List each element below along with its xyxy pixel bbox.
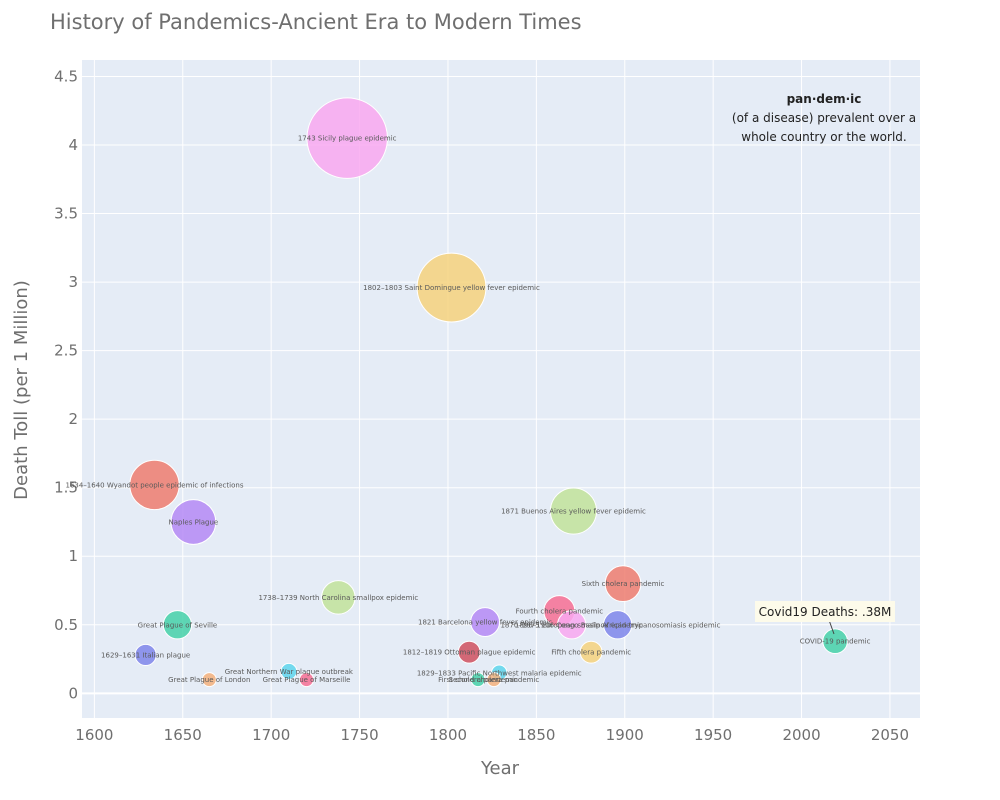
x-tick-label: 1900: [606, 726, 644, 744]
x-tick-label: 1850: [517, 726, 555, 744]
x-tick-label: 1650: [164, 726, 202, 744]
bubble[interactable]: [557, 610, 587, 640]
bubble-label: Great Plague of Seville: [138, 621, 218, 629]
y-tick-label: 2: [68, 410, 78, 428]
bubble[interactable]: [822, 628, 848, 655]
bubble-label: 1871 Buenos Aires yellow fever epidemic: [501, 508, 646, 516]
bubble-label: Naples Plague: [169, 518, 219, 526]
y-tick-label: 0.5: [54, 616, 78, 634]
y-axis-title: Death Toll (per 1 Million): [11, 280, 32, 500]
bubble-label: Fifth cholera pandemic: [551, 649, 631, 657]
bubble-label: Great Plague of Marseille: [263, 676, 351, 684]
bubble-label: 1743 Sicily plague epidemic: [298, 135, 397, 143]
bubble-label: Great Northern War plague outbreak: [225, 668, 354, 676]
bubble[interactable]: [457, 640, 481, 664]
covid-annotation-arrow: [828, 619, 835, 635]
bubble[interactable]: [470, 672, 486, 688]
bubble[interactable]: [416, 252, 487, 323]
bubble-label: 1896–1906 Congo Basin African trypanosom…: [515, 621, 721, 629]
bubble[interactable]: [306, 97, 388, 179]
bubble[interactable]: [603, 610, 633, 640]
bubble-label: COVID-19 pandemic: [800, 638, 871, 646]
definition-note: pan·dem·ic (of a disease) prevalent over…: [732, 92, 916, 144]
x-tick-label: 2050: [871, 726, 909, 744]
bubble-label: 1802–1803 Saint Domingue yellow fever ep…: [363, 284, 540, 292]
bubble[interactable]: [280, 662, 298, 680]
y-tick-label: 3.5: [54, 205, 78, 223]
bubble-label: Fourth cholera pandemic: [516, 608, 604, 616]
bubble-label: Sixth cholera pandemic: [582, 580, 665, 588]
bubble[interactable]: [129, 459, 180, 511]
note-line-2: whole country or the world.: [741, 130, 906, 144]
bubble-label: Great Plague of London: [168, 676, 250, 684]
chart-title: History of Pandemics-Ancient Era to Mode…: [50, 10, 582, 34]
y-tick-label: 1: [68, 547, 78, 565]
bubble[interactable]: [201, 672, 217, 688]
x-tick-label: 1750: [340, 726, 378, 744]
x-axis-title: Year: [480, 758, 520, 779]
y-tick-label: 4: [68, 136, 78, 154]
bubble[interactable]: [604, 565, 642, 603]
note-heading: pan·dem·ic: [787, 92, 862, 106]
bubble[interactable]: [170, 499, 217, 545]
axis-ticks: 1600 1650 1700 1750 1800 1850 1900 1950 2000 2050…: [54, 67, 909, 744]
bubble-label: 1634–1640 Wyandot people epidemic of inf…: [65, 481, 243, 489]
bubble[interactable]: [549, 487, 598, 535]
y-tick-label: 3: [68, 273, 78, 291]
covid-annotation-box: [755, 601, 895, 622]
bubble-label: First cholera pandemic: [438, 676, 518, 684]
y-tick-label: 0: [68, 684, 78, 702]
covid-annotation-text: Covid19 Deaths: .38M: [759, 605, 892, 619]
x-tick-label: 1800: [429, 726, 467, 744]
bubble-label: 1812–1819 Ottoman plague epidemic: [403, 649, 536, 657]
x-tick-label: 1600: [75, 726, 113, 744]
gridlines: [82, 60, 920, 718]
bubble-label: 1821 Barcelona yellow fever epidemic: [418, 619, 552, 627]
bubble-labels: 1743 Sicily plague epidemic 1802–1803 Sai…: [65, 135, 870, 684]
bubble[interactable]: [162, 610, 193, 640]
bubble[interactable]: [486, 672, 502, 688]
covid-annotation: Covid19 Deaths: .38M: [755, 601, 895, 635]
y-tick-label: 4.5: [54, 67, 78, 85]
y-tick-label: 1.5: [54, 479, 78, 497]
y-tick-label: 2.5: [54, 342, 78, 360]
x-tick-label: 2000: [782, 726, 820, 744]
x-tick-label: 1700: [252, 726, 290, 744]
x-tick-label: 1950: [694, 726, 732, 744]
bubble-label: 1829–1833 Pacific Northwest malaria epid…: [417, 669, 582, 677]
bubble[interactable]: [299, 672, 315, 688]
bubbles: [129, 97, 848, 688]
bubble[interactable]: [134, 643, 157, 667]
bubble[interactable]: [321, 580, 356, 615]
note-line-1: (of a disease) prevalent over a: [732, 111, 916, 125]
bubble-label: 1870–1875 European smallpox epidemic: [500, 621, 643, 629]
bubble-label: Second cholera pandemic: [449, 676, 540, 684]
bubble-label: 1738–1739 North Carolina smallpox epidem…: [258, 594, 418, 602]
bubble[interactable]: [579, 640, 603, 664]
bubble-label: 1629–1631 Italian plague: [101, 651, 190, 659]
bubble[interactable]: [470, 607, 501, 637]
